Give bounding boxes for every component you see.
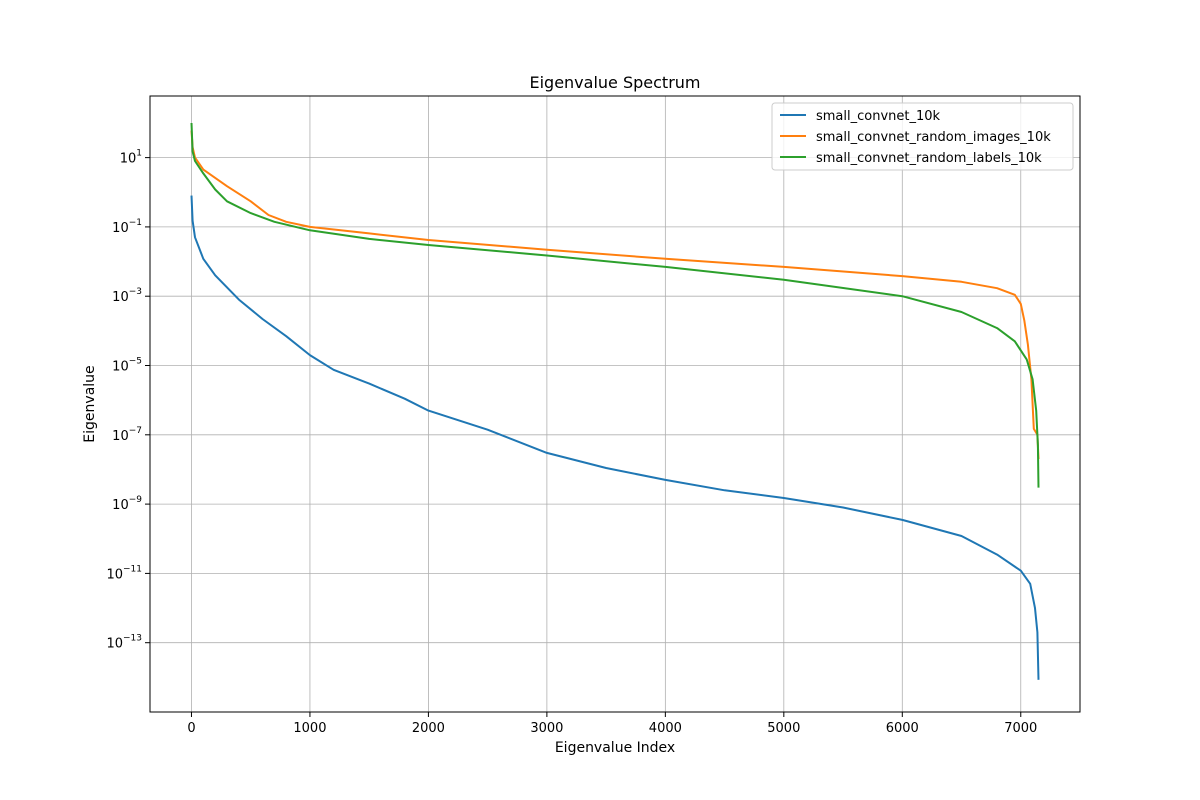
series-line-1 [190,130,1040,460]
y-tick-label-base: 10 [112,290,129,305]
y-tick-label-exponent: −9 [129,495,143,505]
y-tick-label-exponent: −5 [129,357,142,367]
y-tick-label-exponent: −7 [129,426,142,436]
grid-lines [150,96,1080,712]
y-tick-label-exponent: −13 [123,634,142,644]
y-tick-label: 10−7 [112,426,142,444]
series-line-0 [190,195,1040,680]
y-tick-label-exponent: −3 [129,287,142,297]
y-tick-label: 10−1 [112,218,142,236]
series-line-2 [190,122,1040,488]
y-tick-label-exponent: 1 [136,149,142,159]
y-tick-label-exponent: −11 [123,564,142,574]
y-tick-label-exponent: −1 [129,218,142,228]
x-tick-label: 5000 [767,721,800,736]
y-tick-label: 10−9 [112,495,142,513]
y-tick-label-base: 10 [112,498,129,513]
y-tick-label: 10−11 [106,564,142,582]
x-tick-label: 3000 [530,721,563,736]
legend-label-random-labels: small_convnet_random_labels_10k [816,151,1042,166]
legend-label-small-convnet-10k: small_convnet_10k [816,109,941,124]
y-tick-label-base: 10 [106,637,123,652]
y-tick-label: 10−3 [112,287,142,305]
axis-ticks: 0 1000 2000 3000 4000 5000 6000 700010−1310−111… [106,149,1037,736]
y-tick-label-base: 10 [112,360,129,375]
y-tick-label-base: 10 [120,152,137,167]
y-tick-label-base: 10 [106,567,123,582]
y-tick-label: 101 [120,149,142,167]
x-tick-label: 0 [187,721,195,736]
plot-frame [149,95,1081,713]
legend-box [771,102,1074,171]
x-tick-label: 2000 [412,721,445,736]
legend: small_convnet_10k small_convnet_random_i… [771,102,1074,171]
x-tick-label: 6000 [886,721,919,736]
y-tick-label: 10−5 [112,357,142,375]
x-tick-label: 1000 [293,721,326,736]
y-axis-label: Eigenvalue [82,365,98,442]
y-tick-label: 10−13 [106,634,142,652]
chart-title: Eigenvalue Spectrum [529,73,700,92]
y-tick-label-base: 10 [112,429,129,444]
y-tick-label-base: 10 [112,221,129,236]
x-axis-label: Eigenvalue Index [555,740,675,756]
series-lines [190,122,1040,680]
x-tick-label: 4000 [649,721,682,736]
x-tick-label: 7000 [1004,721,1037,736]
legend-label-random-images: small_convnet_random_images_10k [816,130,1051,145]
